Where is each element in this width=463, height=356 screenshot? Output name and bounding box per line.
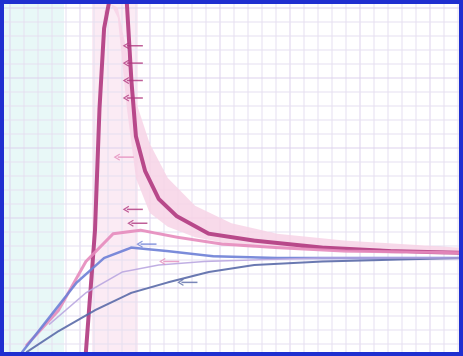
series-lower_curve — [25, 257, 459, 352]
left-band — [4, 4, 64, 352]
marker-layer — [113, 42, 198, 286]
series-faint_curve — [48, 257, 459, 325]
series-layer — [20, 4, 459, 352]
marker-arrow — [127, 219, 134, 227]
marker-arrow — [122, 42, 130, 50]
series-peak_fill — [90, 4, 459, 352]
marker-arrow — [159, 258, 166, 266]
series-mid_curve — [25, 228, 459, 347]
series-upper_decay — [124, 4, 459, 255]
line-chart — [4, 4, 459, 352]
marker-arrow — [136, 240, 143, 248]
marker-arrow — [122, 94, 130, 102]
marker-arrow — [122, 205, 130, 213]
marker-arrow — [122, 59, 130, 67]
marker-arrow — [122, 77, 130, 85]
grid — [4, 4, 459, 352]
marker-arrow — [177, 278, 184, 286]
marker-arrow — [113, 153, 121, 161]
series-dark_peak — [83, 4, 111, 352]
